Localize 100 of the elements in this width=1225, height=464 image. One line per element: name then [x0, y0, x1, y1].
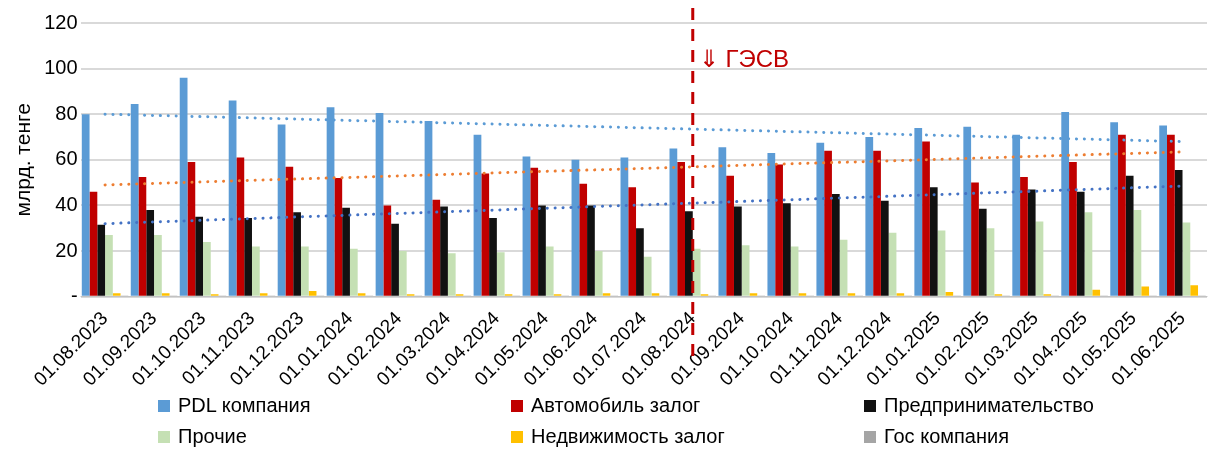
bar [733, 206, 742, 296]
bar [161, 293, 170, 296]
bar [669, 148, 678, 296]
bar [285, 166, 294, 296]
bar [978, 208, 987, 296]
bar [718, 147, 727, 296]
legend-label: Недвижимость залог [531, 425, 725, 448]
bar [1084, 212, 1093, 296]
bar [1182, 222, 1191, 296]
bar [929, 187, 938, 296]
bar [888, 232, 897, 296]
bar [154, 235, 162, 296]
y-tick-label: 20 [55, 238, 78, 261]
bar [1035, 221, 1044, 296]
bar [1141, 286, 1150, 296]
bar [308, 290, 317, 296]
legend-label: Гос компания [884, 425, 1010, 448]
bar [782, 203, 791, 296]
bar [749, 293, 758, 296]
bar [440, 206, 448, 296]
y-tick-label: 40 [55, 192, 78, 215]
bar [334, 178, 343, 296]
bar [880, 200, 889, 296]
bar [1174, 170, 1183, 296]
ref-line-label: ⇓ ГЭСВ [698, 44, 790, 72]
bar [342, 207, 350, 296]
bar [489, 217, 497, 296]
bar [602, 293, 611, 296]
bar [522, 156, 531, 296]
bar [594, 251, 603, 296]
bar [937, 230, 946, 296]
bar [146, 209, 155, 296]
bar [1027, 189, 1036, 296]
bar [105, 235, 113, 296]
bar [81, 114, 90, 296]
bar [643, 256, 652, 296]
bar [300, 246, 309, 296]
bar [677, 162, 686, 296]
bar [1190, 285, 1199, 296]
bar [628, 187, 637, 296]
bar [1118, 134, 1126, 296]
bar [847, 293, 856, 296]
bar [545, 246, 554, 296]
bar [579, 183, 588, 296]
bar [1167, 134, 1175, 296]
bar [357, 293, 366, 296]
bar [112, 293, 121, 296]
bar [293, 212, 301, 296]
bar [798, 293, 807, 296]
bar [651, 293, 660, 296]
bar [971, 182, 979, 296]
bar [447, 253, 456, 296]
bar [945, 292, 954, 296]
bar [251, 246, 260, 296]
bar [922, 141, 930, 296]
bar [496, 252, 505, 296]
bar [97, 224, 106, 296]
bar [398, 251, 407, 296]
bar [741, 245, 750, 296]
y-tick-label: - [70, 284, 78, 307]
bar [865, 137, 874, 296]
legend-label: Предпринимательство [884, 394, 1094, 417]
bar [986, 228, 995, 296]
bar [726, 175, 734, 296]
legend-label: PDL компания [178, 394, 311, 417]
bar [839, 239, 848, 296]
bar [89, 191, 98, 296]
bar [195, 216, 204, 296]
bar [587, 205, 595, 296]
bar [1020, 176, 1028, 296]
bar [259, 293, 268, 296]
bar [824, 150, 832, 296]
bar [1076, 191, 1085, 296]
bar [203, 241, 211, 296]
bar [767, 152, 776, 296]
y-tick-label: 100 [44, 56, 78, 79]
bar [277, 124, 286, 296]
bar [538, 205, 546, 296]
bar [873, 150, 881, 296]
y-tick-label: 60 [55, 147, 78, 170]
bar [1133, 209, 1142, 296]
bar [636, 228, 644, 296]
legend-label: Автомобиль залог [531, 394, 701, 417]
bar [831, 194, 840, 296]
bar [896, 293, 905, 296]
bar [481, 173, 490, 296]
bar [775, 164, 783, 296]
bar [236, 157, 245, 296]
bar [790, 246, 799, 296]
legend-label: Прочие [178, 425, 247, 448]
bar [187, 162, 196, 296]
bar [530, 167, 539, 296]
y-axis-title: млрд. тенге [11, 103, 35, 217]
bar [349, 248, 358, 296]
bar [692, 248, 701, 296]
bar [1069, 162, 1077, 296]
bar [816, 142, 825, 296]
bar [432, 199, 441, 296]
bar [391, 223, 399, 296]
bar [244, 217, 252, 296]
